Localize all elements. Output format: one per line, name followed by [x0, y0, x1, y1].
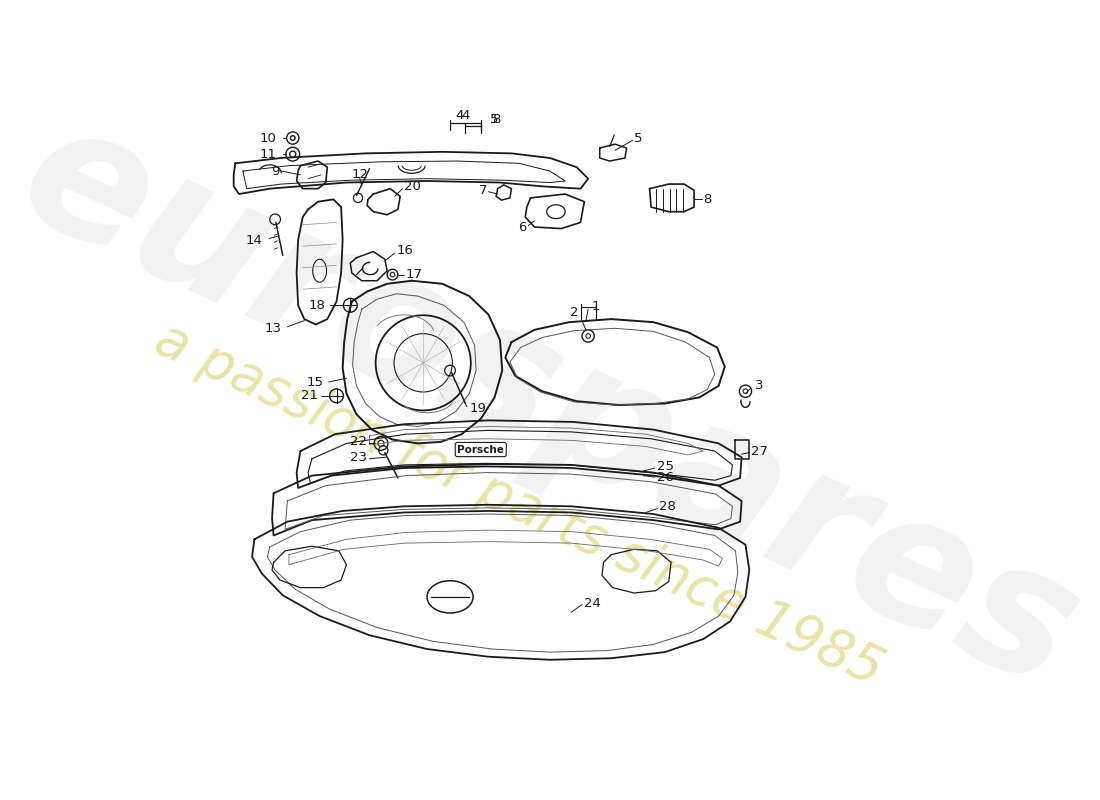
Text: 14: 14 — [245, 234, 262, 246]
Text: 3: 3 — [756, 379, 763, 392]
Text: 2: 2 — [571, 306, 579, 319]
Text: 25: 25 — [657, 460, 674, 473]
Text: 8: 8 — [703, 193, 712, 206]
Text: 22: 22 — [350, 435, 367, 448]
Text: 21: 21 — [301, 390, 318, 402]
Text: 4: 4 — [461, 109, 470, 122]
Text: 20: 20 — [404, 180, 421, 193]
Text: eurospares: eurospares — [0, 84, 1100, 726]
Text: 28: 28 — [659, 500, 675, 513]
Text: 24: 24 — [584, 597, 602, 610]
Text: 10: 10 — [260, 131, 277, 145]
Text: Porsche: Porsche — [458, 445, 504, 454]
Text: 15: 15 — [307, 375, 323, 389]
Text: 23: 23 — [350, 450, 367, 464]
Text: 11: 11 — [260, 148, 277, 161]
Text: 13: 13 — [264, 322, 282, 335]
Text: 26: 26 — [657, 470, 674, 484]
Text: 8: 8 — [493, 113, 500, 126]
Text: a passion for parts since 1985: a passion for parts since 1985 — [147, 313, 891, 697]
Text: 9: 9 — [272, 165, 279, 178]
Text: 4: 4 — [455, 109, 463, 122]
Text: 5: 5 — [490, 113, 498, 126]
Text: 16: 16 — [396, 243, 414, 257]
Text: 27: 27 — [751, 445, 768, 458]
Text: 12: 12 — [352, 168, 368, 182]
Text: 5: 5 — [635, 131, 642, 145]
Text: 7: 7 — [478, 184, 487, 197]
Text: 6: 6 — [518, 221, 527, 234]
Text: 18: 18 — [309, 298, 326, 312]
Text: 19: 19 — [470, 402, 486, 415]
Text: 1: 1 — [592, 300, 601, 314]
Text: 17: 17 — [406, 268, 422, 281]
